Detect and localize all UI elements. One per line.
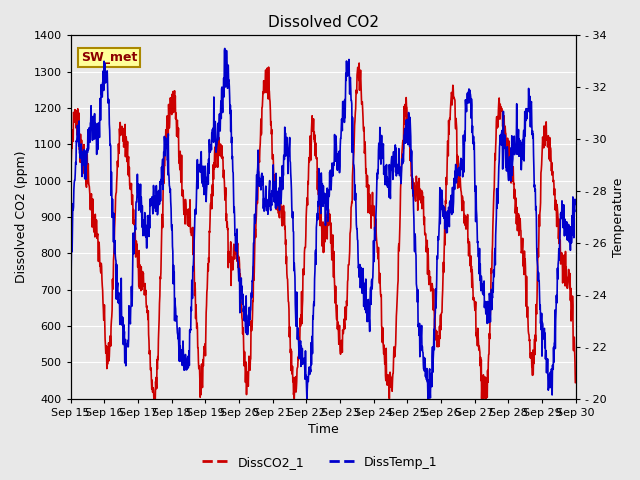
DissTemp_1	[303, 396, 310, 401]
Y-axis label: Dissolved CO2 (ppm): Dissolved CO2 (ppm)	[15, 151, 28, 283]
DissCO2_1	[468, 285, 476, 290]
Y-axis label: Temperature: Temperature	[612, 177, 625, 257]
DissCO2_1	[150, 396, 157, 401]
Legend: DissCO2_1, DissTemp_1: DissCO2_1, DissTemp_1	[197, 451, 443, 474]
DissCO2_1	[513, 221, 520, 227]
DissTemp_1	[221, 46, 228, 51]
X-axis label: Time: Time	[308, 423, 339, 436]
DissCO2_1	[167, 96, 175, 102]
DissCO2_1	[355, 60, 363, 66]
DissCO2_1	[67, 154, 74, 159]
Line: DissCO2_1: DissCO2_1	[70, 63, 575, 398]
DissCO2_1	[179, 194, 187, 200]
DissCO2_1	[236, 276, 244, 282]
DissCO2_1	[572, 380, 579, 385]
Title: Dissolved CO2: Dissolved CO2	[268, 15, 379, 30]
DissTemp_1	[468, 102, 476, 108]
DissTemp_1	[67, 298, 74, 303]
DissTemp_1	[167, 199, 175, 204]
DissTemp_1	[513, 133, 520, 139]
DissTemp_1	[572, 201, 579, 207]
DissTemp_1	[236, 310, 244, 315]
DissTemp_1	[402, 140, 410, 146]
DissTemp_1	[179, 338, 187, 344]
DissCO2_1	[402, 113, 410, 119]
Text: SW_met: SW_met	[81, 51, 137, 64]
Line: DissTemp_1: DissTemp_1	[70, 48, 575, 398]
